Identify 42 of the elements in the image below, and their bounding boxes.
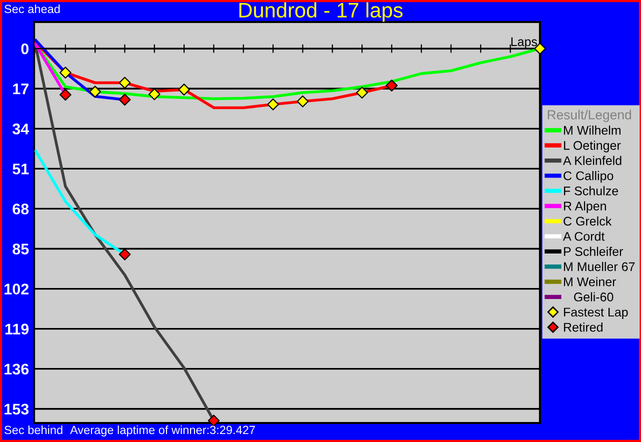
y-tick-label: 17 xyxy=(13,84,28,94)
point xyxy=(60,88,72,101)
text: Sec ahead xyxy=(4,4,60,14)
point xyxy=(118,94,131,106)
legend-label: Geli-60 xyxy=(574,292,614,302)
legend-label: P Schleifer xyxy=(564,246,624,256)
legend-label: R Alpen xyxy=(564,201,606,213)
point xyxy=(60,66,72,79)
legend-label: A Cordt xyxy=(563,232,605,241)
point xyxy=(178,84,190,96)
point xyxy=(386,80,398,92)
y-tick-label: 34 xyxy=(12,124,30,134)
point xyxy=(148,88,160,100)
legend-label: Fastest Lap xyxy=(564,308,628,320)
y-tick-label: 85 xyxy=(12,244,29,254)
y-tick-label: 51 xyxy=(12,164,29,174)
legend-label: C Grelck xyxy=(564,216,612,226)
point xyxy=(356,86,368,99)
y-tick-label: 102 xyxy=(4,284,29,294)
legend-label: Retired xyxy=(564,322,602,332)
y-tick-label: 136 xyxy=(4,364,29,375)
text: Sec behind xyxy=(4,425,62,434)
x-axis-title: Laps xyxy=(511,37,538,49)
legend-label: A Kleinfeld xyxy=(563,156,622,166)
point xyxy=(296,95,309,108)
point xyxy=(267,98,279,110)
legend-label: M Wilhelm xyxy=(564,126,621,135)
y-tick-label: 153 xyxy=(4,404,29,415)
y-tick-label: 68 xyxy=(12,204,29,214)
legend-label: C Callipo xyxy=(564,171,614,183)
legend-label: M Mueller 67 xyxy=(564,262,635,272)
y-tick-label: 0 xyxy=(21,43,29,54)
point xyxy=(118,248,131,260)
legend-title: Result/Legend xyxy=(548,110,631,122)
legend-label: L Oetinger xyxy=(564,140,621,152)
y-tick-label: 119 xyxy=(5,324,29,334)
text: Average laptime of winner:3:29.427 xyxy=(70,425,255,437)
point xyxy=(89,86,102,98)
legend-label: M Weiner xyxy=(564,277,616,286)
legend-label: F Schulze xyxy=(564,186,618,196)
chart-title: Dundrod - 17 laps xyxy=(239,2,403,22)
point xyxy=(118,76,131,89)
